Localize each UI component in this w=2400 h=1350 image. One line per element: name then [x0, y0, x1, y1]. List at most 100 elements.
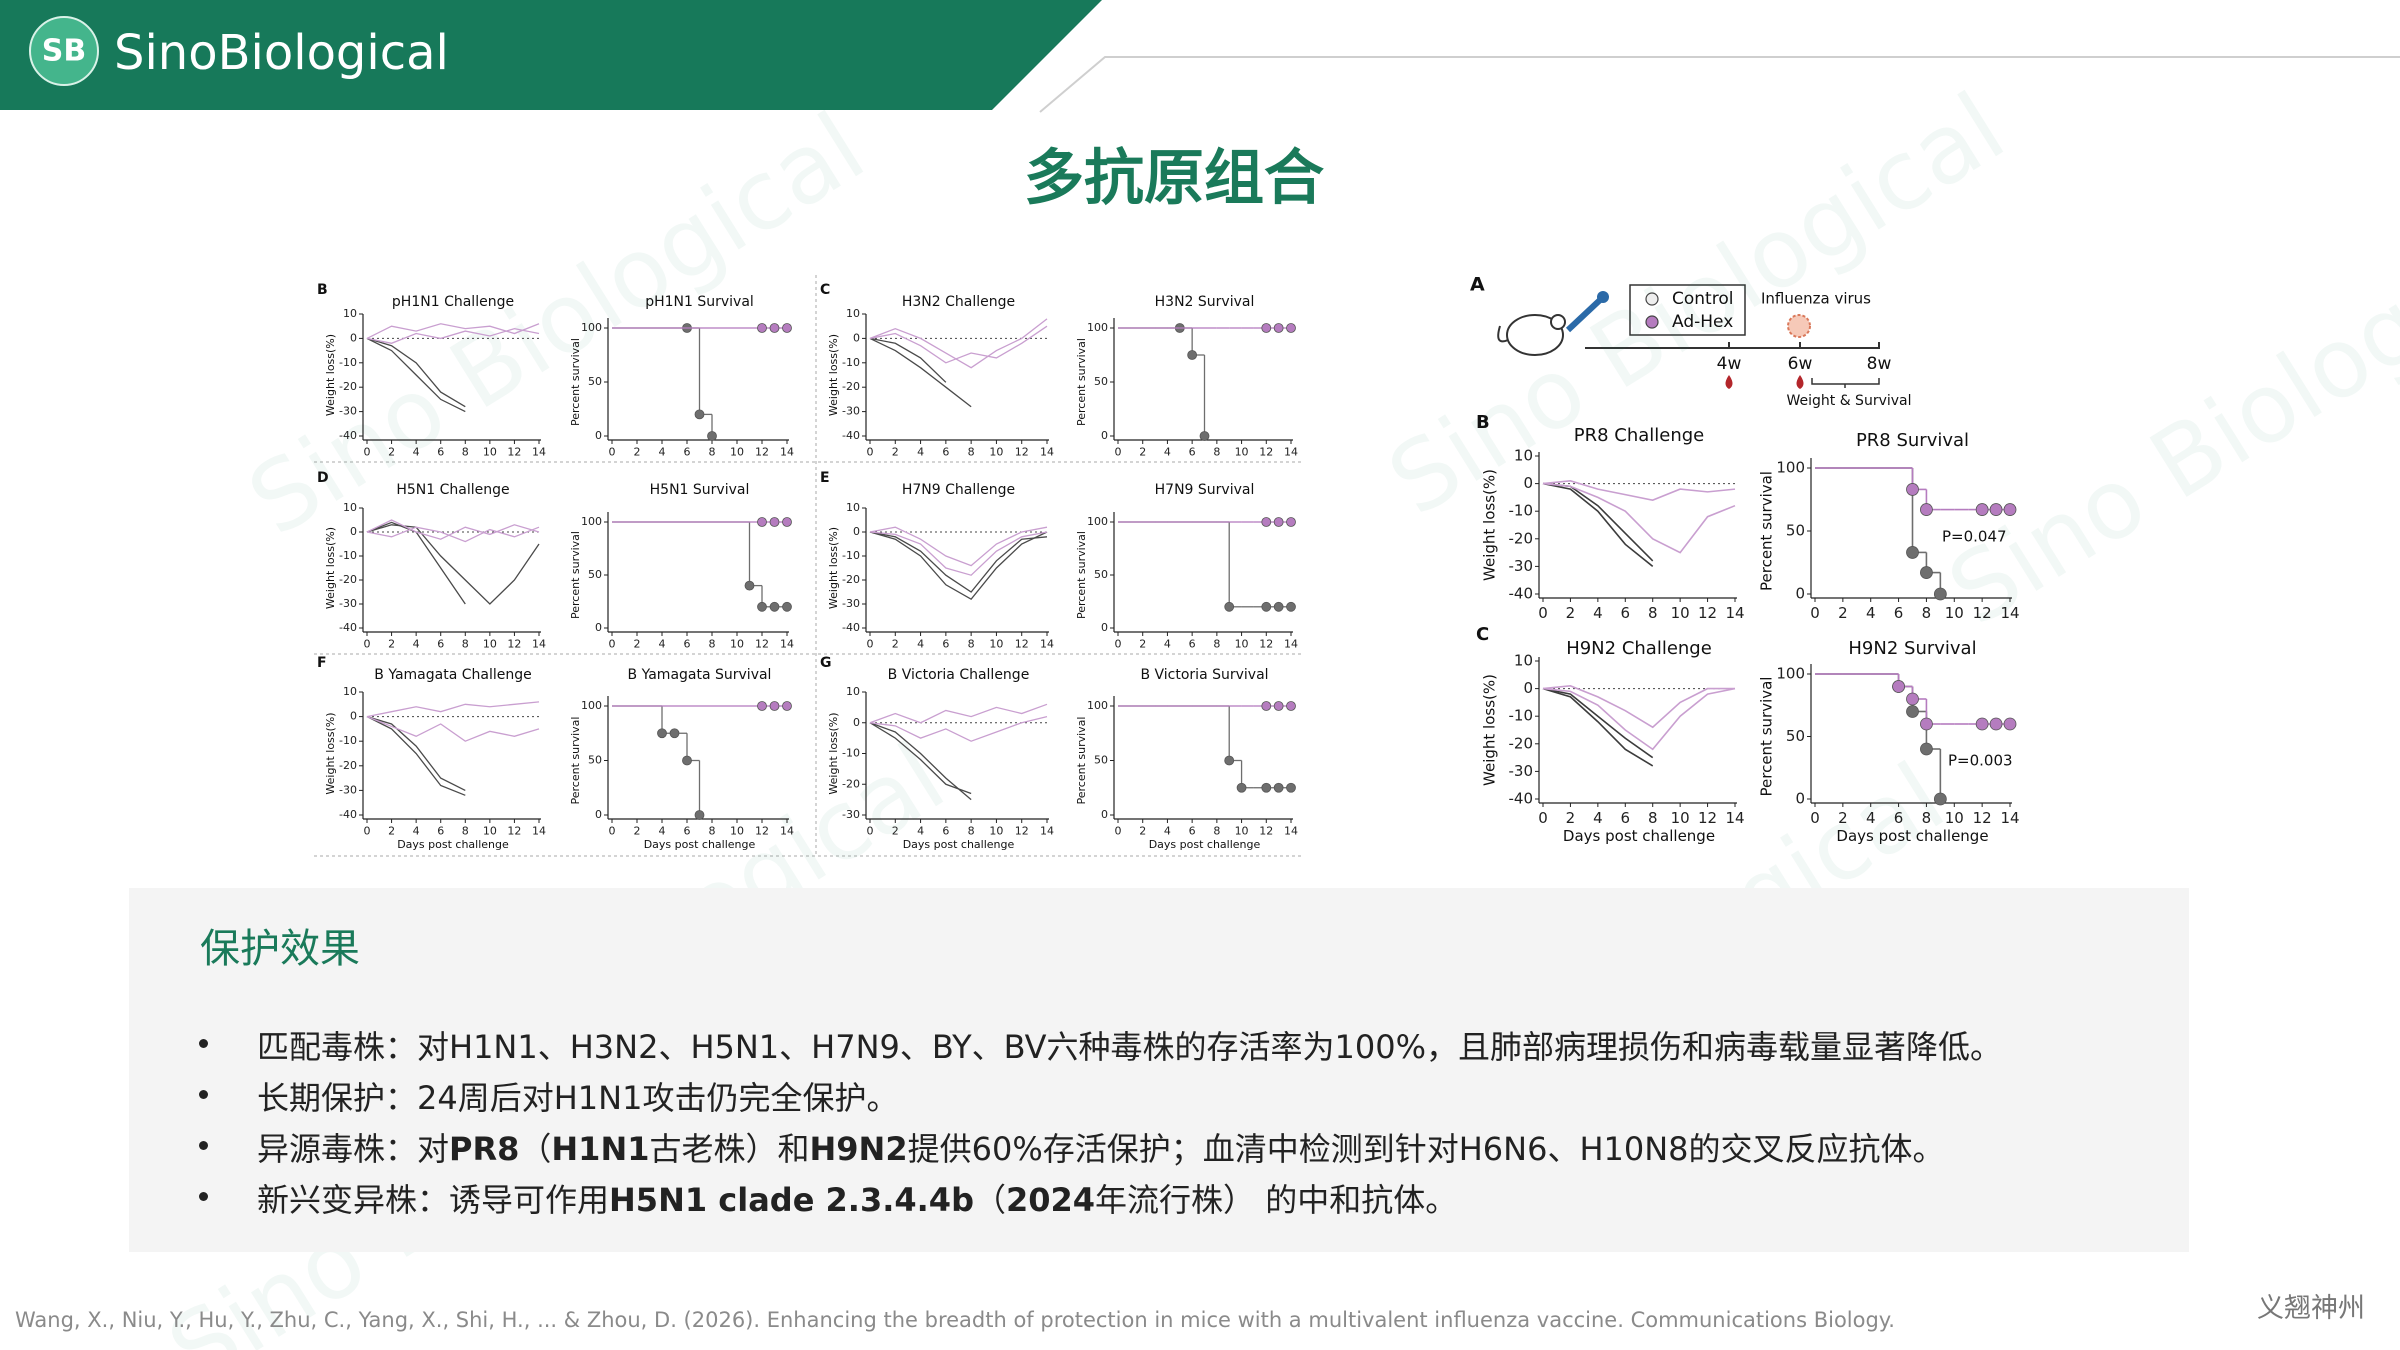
- x-tick-label: 2: [1838, 809, 1848, 827]
- legend-swatch: [1645, 292, 1659, 306]
- y-tick-label: 0: [595, 621, 602, 634]
- panel-letter: B: [1476, 412, 1490, 433]
- watermark: Sino Biological: [1930, 181, 2400, 647]
- weight-line: [1542, 687, 1654, 767]
- survival-marker: [1920, 503, 1933, 516]
- survival-marker: [769, 601, 780, 612]
- virus-label: Influenza virus: [1761, 290, 1871, 308]
- x-tick-label: 8: [968, 446, 975, 459]
- y-tick-label: 10: [846, 307, 860, 320]
- x-axis-label: Days post challenge: [1149, 838, 1261, 851]
- x-tick-label: 0: [867, 446, 874, 459]
- panel-title: H3N2 Challenge: [902, 294, 1015, 310]
- x-tick-label: 2: [1139, 638, 1146, 651]
- y-tick-label: -30: [1509, 557, 1534, 575]
- x-tick-label: 12: [755, 638, 769, 651]
- survival-marker: [682, 755, 692, 766]
- y-tick-label: -20: [339, 573, 357, 586]
- weight-line: [869, 722, 972, 795]
- y-tick-label: 50: [1094, 754, 1108, 767]
- x-tick-label: 12: [1015, 446, 1029, 459]
- x-tick-label: 14: [1040, 638, 1054, 651]
- survival-marker: [757, 701, 767, 711]
- bullet-text: （: [973, 1181, 1006, 1219]
- logo-text: SinoBiological: [114, 25, 449, 81]
- x-tick-label: 10: [1671, 809, 1690, 827]
- survival-marker: [1187, 350, 1198, 360]
- mouse-ear: [1550, 314, 1566, 330]
- survival-marker: [1224, 601, 1235, 612]
- x-tick-label: 10: [1235, 638, 1249, 651]
- y-tick-label: -40: [339, 429, 357, 442]
- x-tick-label: 10: [483, 446, 497, 459]
- survival-marker: [1989, 717, 2003, 731]
- y-tick-label: 50: [588, 375, 602, 388]
- y-tick-label: 10: [1514, 652, 1533, 670]
- survival-marker: [1224, 755, 1235, 766]
- summary-heading: 保护效果: [200, 926, 360, 972]
- weight-line: [366, 524, 540, 605]
- x-tick-label: 6: [684, 638, 691, 651]
- x-tick-label: 6: [1621, 604, 1631, 622]
- panel-title: H5N1 Survival: [650, 482, 750, 498]
- weight-line: [366, 715, 466, 791]
- x-tick-label: 12: [1698, 604, 1717, 622]
- x-tick-label: 0: [364, 825, 371, 838]
- weight-line: [366, 327, 540, 344]
- x-axis-label: Days post challenge: [1563, 827, 1715, 845]
- legend-swatch: [1645, 315, 1659, 329]
- weight-line: [366, 323, 540, 339]
- summary-box: 保护效果 匹配毒株：对H1N1、H3N2、H5N1、H7N9、BY、BV六种毒株…: [129, 888, 2189, 1252]
- x-tick-label: 2: [388, 638, 395, 651]
- x-tick-label: 14: [1284, 638, 1298, 651]
- x-tick-label: 6: [1621, 809, 1631, 827]
- y-axis-label: Percent survival: [1758, 677, 1776, 797]
- bullet-text: PR8: [449, 1130, 520, 1168]
- x-tick-label: 10: [483, 825, 497, 838]
- p-value: P=0.047: [1942, 528, 2007, 546]
- weight-line: [869, 531, 1048, 576]
- x-tick-label: 0: [364, 446, 371, 459]
- y-tick-label: 50: [1094, 568, 1108, 581]
- blood-drop: [1725, 375, 1733, 389]
- x-tick-label: 6: [437, 825, 444, 838]
- survival-marker: [757, 601, 767, 612]
- y-tick-label: -10: [842, 747, 860, 760]
- x-tick-label: 0: [1538, 604, 1548, 622]
- survival-marker: [1933, 792, 1947, 806]
- x-tick-label: 4: [1593, 809, 1603, 827]
- x-tick-label: 12: [507, 638, 521, 651]
- panel-title: H7N9 Survival: [1155, 482, 1255, 498]
- dropper-bulb: [1597, 291, 1609, 303]
- x-axis-label: Days post challenge: [1836, 827, 1988, 845]
- y-tick-label: 0: [853, 331, 860, 344]
- y-tick-label: -40: [842, 429, 860, 442]
- x-tick-label: 6: [437, 638, 444, 651]
- y-tick-label: -20: [339, 380, 357, 393]
- weight-line: [366, 716, 466, 796]
- x-tick-label: 12: [1698, 809, 1717, 827]
- schematic-icons: [314, 275, 1880, 857]
- y-tick-label: -40: [339, 808, 357, 821]
- x-tick-label: 10: [1945, 809, 1964, 827]
- y-tick-label: 0: [1101, 808, 1108, 821]
- y-tick-label: 50: [588, 754, 602, 767]
- y-tick-label: 100: [581, 699, 602, 712]
- x-tick-label: 10: [1235, 825, 1249, 838]
- weight-line: [366, 715, 540, 742]
- logo-mark: SB: [42, 34, 86, 69]
- survival-marker: [1261, 601, 1272, 612]
- weight-line: [366, 337, 466, 413]
- survival-marker: [669, 728, 680, 739]
- y-tick-label: -40: [339, 621, 357, 634]
- x-tick-label: 8: [1648, 604, 1658, 622]
- y-tick-label: -40: [1509, 585, 1534, 603]
- x-tick-label: 12: [1015, 638, 1029, 651]
- x-tick-label: 6: [437, 446, 444, 459]
- x-tick-label: 2: [1566, 809, 1576, 827]
- y-axis-label: Percent survival: [1758, 471, 1776, 591]
- survival-marker: [1286, 701, 1296, 711]
- x-tick-label: 8: [1922, 809, 1932, 827]
- y-tick-label: -40: [1509, 790, 1534, 808]
- survival-marker: [1273, 782, 1284, 793]
